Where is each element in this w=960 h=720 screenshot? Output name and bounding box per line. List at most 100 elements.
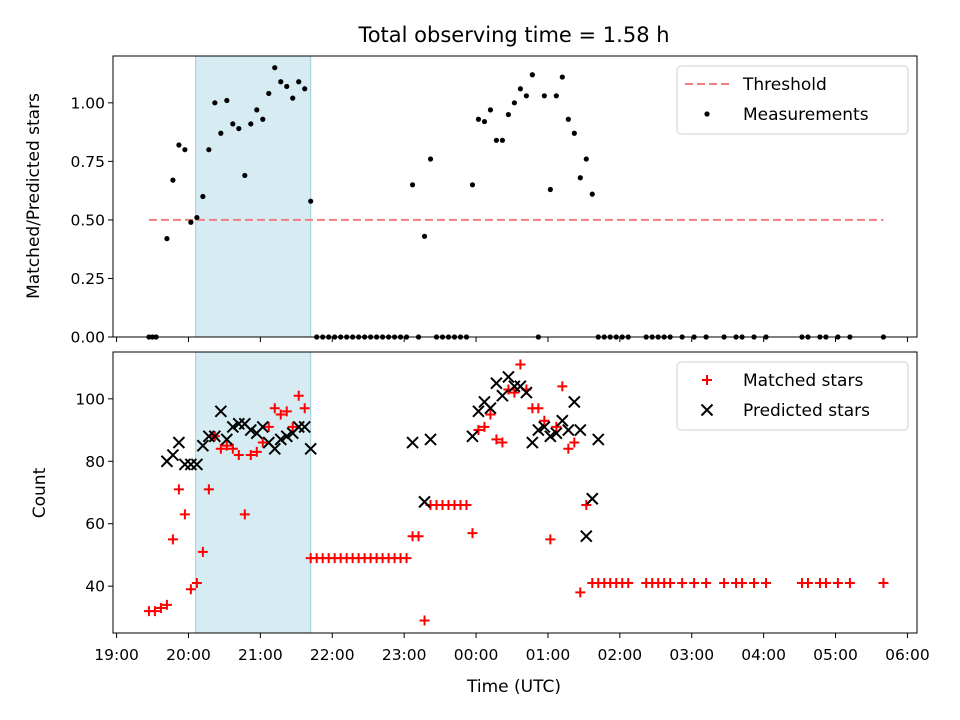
predicted-star-point bbox=[700, 403, 714, 417]
matched-star-point bbox=[299, 403, 310, 414]
measurement-point bbox=[505, 111, 512, 118]
matched-star-point bbox=[575, 587, 586, 598]
matched-star-point bbox=[245, 450, 256, 461]
predicted-star-point bbox=[298, 420, 311, 434]
measurement-point bbox=[547, 186, 553, 193]
measurement-point bbox=[224, 97, 230, 104]
measurement-point bbox=[553, 93, 559, 99]
matched-star-point bbox=[719, 578, 730, 589]
matched-star-point bbox=[581, 499, 592, 510]
predicted-star-point bbox=[418, 495, 431, 509]
predicted-star-point bbox=[586, 492, 599, 505]
measurement-point bbox=[421, 233, 428, 239]
measurement-point bbox=[541, 93, 547, 99]
measurement-point bbox=[278, 79, 284, 85]
matched-star-point bbox=[293, 390, 304, 401]
measurement-point bbox=[218, 130, 224, 136]
measurement-point bbox=[589, 191, 595, 197]
x-axis-label: Time (UTC) bbox=[466, 677, 561, 697]
y-tick-label: 0.25 bbox=[70, 270, 105, 288]
measurement-point bbox=[236, 125, 242, 132]
legend-box bbox=[676, 65, 909, 135]
predicted-star-point bbox=[256, 420, 269, 434]
measurement-point bbox=[583, 156, 589, 162]
legend: Threshold Measurements bbox=[676, 65, 909, 135]
matched-star-point bbox=[149, 606, 160, 617]
predicted-star-point bbox=[538, 420, 551, 434]
measurement-point bbox=[427, 156, 434, 162]
axes-frame bbox=[112, 55, 918, 338]
matched-star-point bbox=[802, 578, 813, 589]
x-tick-label: 23:00 bbox=[382, 646, 427, 664]
matched-star-point bbox=[275, 409, 286, 420]
measurement-point bbox=[176, 142, 182, 148]
matched-star-point bbox=[161, 599, 172, 610]
matched-star-point bbox=[677, 578, 688, 589]
measurement-point bbox=[469, 182, 476, 188]
matched-star-point bbox=[533, 403, 544, 414]
matched-star-point bbox=[401, 553, 412, 564]
matched-star-point bbox=[539, 415, 550, 426]
predicted-star-point bbox=[268, 442, 281, 455]
x-tick-label: 20:00 bbox=[166, 646, 211, 664]
predicted-star-point bbox=[568, 395, 581, 409]
measurement-point bbox=[266, 90, 272, 97]
series-matched-stars bbox=[143, 359, 889, 626]
predicted-star-point bbox=[172, 436, 186, 449]
predicted-star-point bbox=[304, 442, 317, 455]
matched-star-point bbox=[497, 437, 508, 448]
predicted-star-point bbox=[184, 458, 198, 471]
bottom-panel: 40 60 80 100 19:00 20:00 21:00 22:00 23:00 00:00 0… bbox=[75, 351, 930, 664]
x-tick-label: 00:00 bbox=[454, 646, 499, 664]
predicted-star-point bbox=[220, 433, 234, 446]
measurement-point bbox=[571, 130, 577, 136]
measurement-point bbox=[487, 107, 494, 113]
matched-star-point bbox=[239, 509, 250, 520]
matched-star-point bbox=[844, 578, 855, 589]
measurement-point bbox=[577, 175, 583, 181]
matched-star-point bbox=[173, 484, 184, 495]
predicted-star-point bbox=[544, 430, 557, 443]
matched-star-point bbox=[203, 484, 214, 495]
highlight-span bbox=[195, 351, 312, 634]
measurement-point bbox=[206, 147, 212, 153]
matched-star-point bbox=[878, 578, 889, 589]
predicted-star-point bbox=[226, 420, 240, 434]
predicted-star-point bbox=[580, 530, 593, 543]
predicted-star-point bbox=[214, 405, 228, 418]
bottom-y-axis-label: Count bbox=[30, 467, 50, 518]
matched-star-point bbox=[263, 421, 274, 432]
y-tick-label: 40 bbox=[85, 578, 105, 596]
predicted-star-point bbox=[472, 405, 485, 418]
y-tick-label: 100 bbox=[75, 390, 105, 408]
predicted-star-point bbox=[424, 433, 437, 446]
x-tick-label: 02:00 bbox=[598, 646, 643, 664]
legend-label: Matched stars bbox=[743, 371, 863, 391]
predicted-star-point bbox=[556, 414, 569, 427]
measurement-point bbox=[493, 137, 500, 143]
matched-star-point bbox=[233, 450, 244, 461]
measurement-point bbox=[194, 214, 200, 221]
legend-label: Predicted stars bbox=[743, 401, 870, 421]
matched-star-point bbox=[227, 443, 238, 454]
measurement-point bbox=[302, 86, 308, 92]
matched-star-point bbox=[665, 578, 676, 589]
matched-star-point bbox=[701, 578, 712, 589]
top-y-axis-label: Matched/Predicted stars bbox=[24, 93, 44, 299]
matched-star-point bbox=[702, 375, 712, 385]
measurement-point bbox=[170, 177, 176, 183]
predicted-star-point bbox=[562, 423, 575, 437]
matched-star-point bbox=[197, 546, 208, 557]
x-tick-label: 21:00 bbox=[238, 646, 283, 664]
legend-label: Measurements bbox=[743, 105, 869, 125]
chart-title: Total observing time = 1.58 h bbox=[357, 23, 669, 47]
axes-frame bbox=[112, 351, 918, 634]
predicted-star-point bbox=[526, 436, 539, 449]
matched-star-point bbox=[221, 440, 232, 451]
series-measurements bbox=[146, 65, 887, 340]
predicted-star-point bbox=[496, 389, 509, 402]
matched-star-point bbox=[551, 421, 562, 432]
matched-star-point bbox=[473, 425, 484, 436]
y-tick-label: 0.75 bbox=[70, 153, 105, 171]
